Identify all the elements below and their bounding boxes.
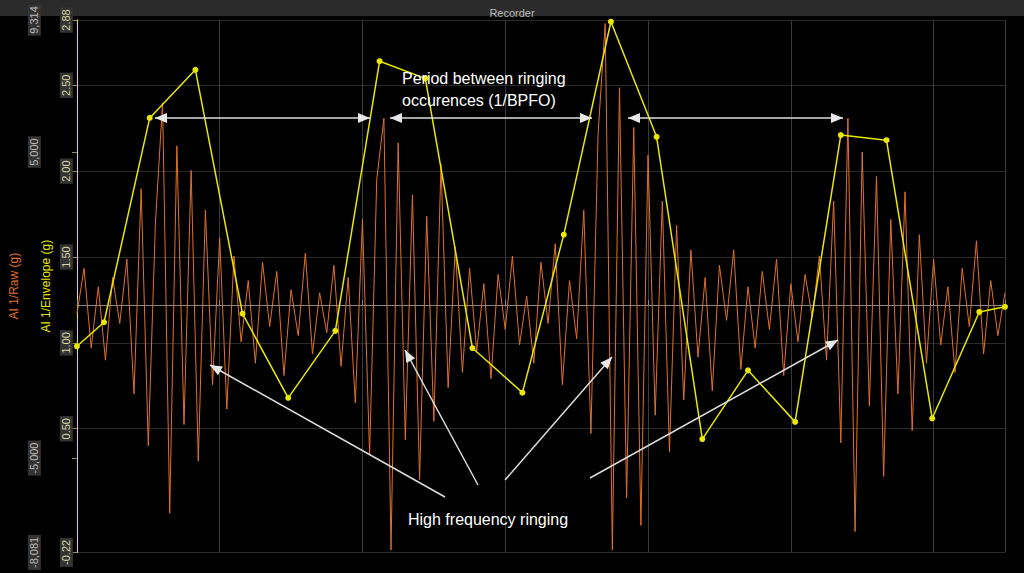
- svg-text:-0.22: -0.22: [60, 540, 72, 565]
- svg-text:2.88: 2.88: [60, 9, 72, 30]
- svg-text:AI 1/Envelope (g): AI 1/Envelope (g): [39, 240, 53, 333]
- svg-text:Period between ringing: Period between ringing: [402, 70, 570, 87]
- svg-text:-8,081: -8,081: [28, 537, 40, 568]
- svg-text:occurences (1/BPFO): occurences (1/BPFO): [402, 92, 556, 109]
- svg-text:-5,000: -5,000: [28, 443, 40, 474]
- svg-text:9,314: 9,314: [28, 6, 40, 34]
- svg-text:High frequency ringing: High frequency ringing: [408, 511, 568, 528]
- svg-text:2.00: 2.00: [60, 160, 72, 181]
- svg-text:0.50: 0.50: [60, 418, 72, 439]
- svg-text:5,000: 5,000: [28, 138, 40, 166]
- svg-text:1.50: 1.50: [60, 246, 72, 267]
- svg-text:2.50: 2.50: [60, 75, 72, 96]
- svg-text:AI 1/Raw (g): AI 1/Raw (g): [7, 253, 21, 320]
- svg-text:1.00: 1.00: [60, 332, 72, 353]
- svg-text:Recorder: Recorder: [489, 7, 535, 19]
